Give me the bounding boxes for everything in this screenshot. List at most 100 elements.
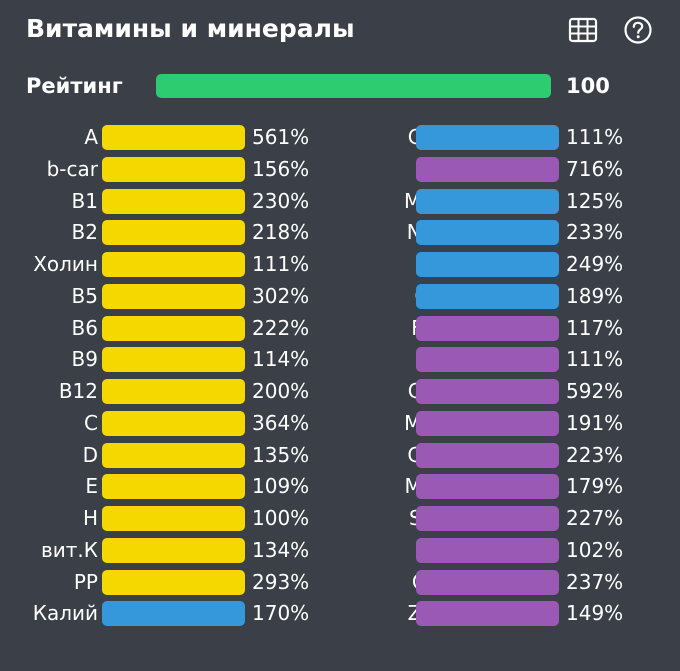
nutrient-row: Cu223% <box>340 440 680 472</box>
rating-value: 100 <box>566 74 610 98</box>
nutrient-row: Fe117% <box>340 313 680 345</box>
rating-bar-fill <box>156 74 551 98</box>
nutrient-name: Холин <box>33 252 98 276</box>
nutrient-row: Cl189% <box>340 281 680 313</box>
nutrient-bar <box>102 283 245 309</box>
nutrient-name: H <box>82 506 98 530</box>
nutrient-percent: 102% <box>566 537 624 562</box>
nutrient-percent: 111% <box>566 347 624 372</box>
nutrient-percent: 223% <box>566 442 624 467</box>
nutrient-name: B1 <box>71 188 98 213</box>
nutrient-bar <box>416 125 559 150</box>
nutrient-percent: 227% <box>566 506 624 530</box>
nutrient-percent: 170% <box>252 601 310 626</box>
nutrient-percent: 100% <box>252 506 310 530</box>
nutrient-name: B12 <box>58 379 98 403</box>
nutrient-row: B5 302% <box>0 281 340 313</box>
nutrient-name: E <box>85 474 98 499</box>
nutrient-row: B1 230% <box>0 186 340 218</box>
nutrient-row: B12 200% <box>0 376 340 408</box>
nutrient-percent: 156% <box>252 156 310 181</box>
nutrient-bar <box>416 379 559 404</box>
nutrient-row: H 100% <box>0 503 340 535</box>
nutrient-bar <box>416 347 559 373</box>
nutrient-percent: 125% <box>566 188 624 213</box>
rating-row: Рейтинг 100 <box>26 68 656 104</box>
nutrient-percent: 302% <box>252 283 310 308</box>
page-title: Витамины и минералы <box>26 14 355 43</box>
nutrient-name: вит.К <box>41 537 98 562</box>
nutrient-name: b-car <box>46 156 98 181</box>
nutrient-percent: 364% <box>252 410 310 435</box>
nutrient-percent: 191% <box>566 410 624 435</box>
nutrient-bar <box>102 125 245 150</box>
nutrient-bar <box>102 220 245 246</box>
nutrient-row: Cr237% <box>340 567 680 599</box>
nutrient-row: Se227% <box>340 503 680 535</box>
table-icon[interactable] <box>568 15 598 45</box>
nutrient-row: Mo179% <box>340 471 680 503</box>
nutrient-row: Na233% <box>340 217 680 249</box>
nutrient-name: A <box>84 125 98 149</box>
nutrient-row: F102% <box>340 535 680 567</box>
nutrient-row: Калий 170% <box>0 598 340 630</box>
nutrient-name: D <box>82 442 98 467</box>
nutrient-percent: 109% <box>252 474 310 499</box>
nutrient-row: E 109% <box>0 471 340 503</box>
nutrient-percent: 114% <box>252 347 310 372</box>
nutrient-percent: 237% <box>566 569 624 594</box>
nutrient-bar <box>102 188 245 214</box>
nutrient-row: Холин 111% <box>0 249 340 281</box>
help-icon[interactable] <box>623 15 653 45</box>
vitamins-column: A 561% b-car 156% B1 230% B2 218% Холин 111% B5 302… <box>0 122 340 630</box>
nutrient-row: B9 114% <box>0 344 340 376</box>
nutrient-name: B6 <box>71 315 98 340</box>
nutrient-bar <box>416 506 559 531</box>
nutrient-row: Ca111% <box>340 122 680 154</box>
nutrient-name: C <box>84 410 98 435</box>
nutrient-row: D 135% <box>0 440 340 472</box>
nutrient-bar <box>102 601 245 627</box>
nutrient-bar <box>102 442 245 468</box>
nutrient-row: P249% <box>340 249 680 281</box>
nutrient-row: Co592% <box>340 376 680 408</box>
nutrient-percent: 111% <box>252 252 310 276</box>
nutrient-row: B6 222% <box>0 313 340 345</box>
nutrient-percent: 179% <box>566 474 624 499</box>
nutrient-row: I111% <box>340 344 680 376</box>
nutrient-bar <box>416 220 559 246</box>
nutrient-bar <box>416 410 559 436</box>
nutrient-bar <box>102 315 245 341</box>
nutrient-percent: 189% <box>566 283 624 308</box>
nutrient-row: Mn191% <box>340 408 680 440</box>
nutrient-bar <box>416 474 559 500</box>
nutrient-row: C 364% <box>0 408 340 440</box>
nutrient-bar <box>416 188 559 214</box>
nutrient-percent: 134% <box>252 537 310 562</box>
nutrient-bar <box>416 442 559 468</box>
nutrient-percent: 293% <box>252 569 310 594</box>
nutrient-percent: 716% <box>566 156 624 181</box>
nutrient-bar <box>416 283 559 309</box>
nutrient-bar <box>102 506 245 531</box>
nutrient-percent: 222% <box>252 315 310 340</box>
nutrient-row: вит.К 134% <box>0 535 340 567</box>
nutrient-row: Mg125% <box>340 186 680 218</box>
nutrient-percent: 249% <box>566 252 624 276</box>
nutrient-percent: 111% <box>566 125 624 149</box>
nutrient-percent: 561% <box>252 125 310 149</box>
nutrient-percent: 117% <box>566 315 624 340</box>
header: Витамины и минералы <box>26 8 656 50</box>
nutrient-row: Si716% <box>340 154 680 186</box>
nutrient-percent: 218% <box>252 220 310 245</box>
rating-bar <box>156 74 551 98</box>
nutrient-name: B5 <box>71 283 98 308</box>
nutrient-bar <box>416 569 559 595</box>
nutrient-bar <box>416 156 559 182</box>
nutrient-bar <box>416 601 559 627</box>
nutrient-row: Zn149% <box>340 598 680 630</box>
nutrient-name: B9 <box>71 347 98 372</box>
nutrient-name: Калий <box>32 601 98 626</box>
minerals-column: Ca111%Si716%Mg125%Na233%P249%Cl189%Fe117… <box>340 122 680 630</box>
nutrient-bar <box>102 537 245 563</box>
